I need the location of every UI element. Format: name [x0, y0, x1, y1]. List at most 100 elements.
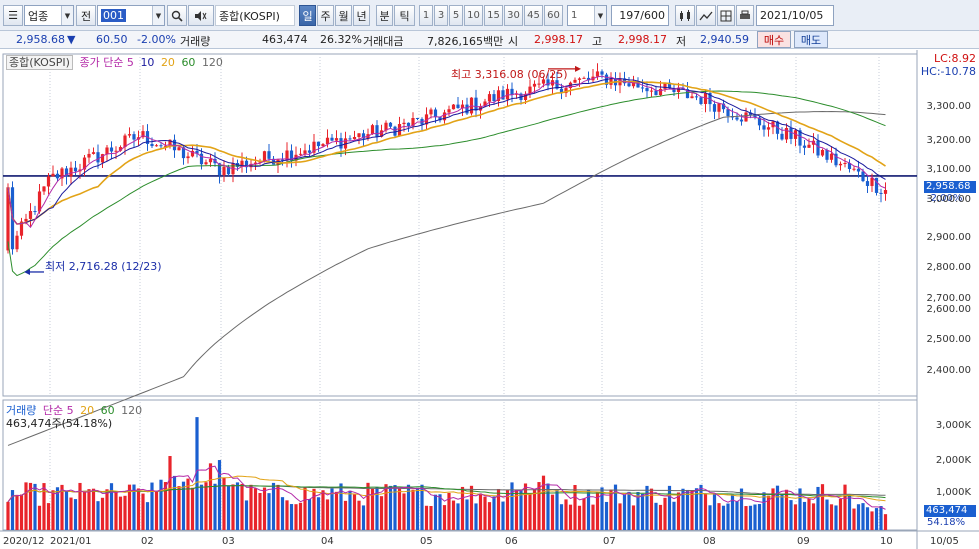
candle-body	[564, 88, 568, 94]
tab-year[interactable]: 년	[353, 5, 370, 26]
interval-45-button[interactable]: 45	[524, 5, 543, 26]
candle-body	[330, 137, 334, 141]
date-field[interactable]: 2021/10/05	[756, 5, 834, 26]
sell-button[interactable]: 매도	[794, 31, 828, 48]
volume-bar	[559, 504, 564, 530]
volume-bar	[879, 506, 883, 530]
chevron-down-icon: ▼	[152, 6, 164, 25]
candle-body	[384, 122, 388, 131]
x-tick: 09	[797, 536, 810, 547]
interval-1-button[interactable]: 1	[419, 5, 433, 26]
price-volume-chart[interactable]	[0, 50, 979, 549]
volume-bar	[370, 488, 375, 530]
y-tick: 3,000.00	[926, 194, 971, 205]
volume-bar	[487, 502, 492, 530]
volume-bar	[753, 504, 757, 530]
volume-bar	[343, 500, 348, 530]
volume-bar	[339, 483, 343, 530]
tab-minute[interactable]: 분	[376, 5, 393, 26]
candle-body	[123, 135, 127, 148]
volume-bar	[537, 482, 541, 530]
volume-bar	[235, 482, 240, 530]
candle-body	[60, 168, 64, 179]
candle-body	[879, 192, 883, 194]
volume-bar	[726, 503, 730, 530]
candle-body	[127, 134, 132, 136]
category-select[interactable]: 업종 ▼	[24, 5, 74, 26]
volume-bar	[501, 501, 505, 530]
candle-body	[514, 93, 519, 95]
candle-body	[739, 119, 744, 122]
low-marker-arrowhead	[24, 268, 30, 275]
speaker-icon[interactable]	[188, 5, 214, 26]
tab-day[interactable]: 일	[299, 5, 316, 26]
volume-bar	[771, 488, 775, 530]
legend-volume: 거래량	[6, 404, 37, 417]
candle-body	[195, 150, 199, 154]
volume-bar	[874, 508, 879, 530]
volume-bar	[177, 486, 181, 530]
volume-bar	[352, 494, 357, 530]
candle-body	[600, 71, 604, 75]
interval-10-button[interactable]: 10	[464, 5, 483, 26]
tab-tick[interactable]: 틱	[394, 5, 415, 26]
interval-select[interactable]: 1 ▼	[567, 5, 607, 26]
volume-bar	[793, 504, 798, 530]
x-tick: 2020/12	[3, 536, 45, 547]
candle-body	[240, 160, 244, 167]
volume-bar	[636, 491, 640, 530]
candle-type-icon[interactable]	[675, 5, 695, 26]
volume-bar	[402, 493, 406, 530]
candle-body	[667, 82, 672, 89]
volume-bar	[64, 490, 69, 530]
chart-area[interactable]: 종합(KOSPI) 종가 단순 5 10 20 60 120 LC:8.92 H…	[0, 50, 979, 549]
buy-button[interactable]: 매수	[757, 31, 791, 48]
candle-body	[96, 152, 100, 163]
candle-body	[177, 147, 181, 151]
volume-bar	[744, 506, 748, 530]
interval-60-button[interactable]: 60	[544, 5, 563, 26]
candle-body	[442, 112, 447, 121]
volume-bar	[604, 501, 609, 530]
volume-legend: 거래량 단순 5 20 60 120	[6, 402, 142, 418]
candle-body	[645, 88, 649, 92]
volume-bar	[739, 488, 744, 530]
legend-index-name: 종합(KOSPI)	[6, 55, 73, 70]
volume-bar	[37, 505, 42, 530]
volume-bar	[28, 482, 33, 530]
tab-month[interactable]: 월	[335, 5, 352, 26]
volume-bar	[672, 501, 676, 530]
volume-bar	[204, 482, 208, 530]
candle-body	[649, 90, 654, 92]
interval-15-button[interactable]: 15	[484, 5, 503, 26]
interval-5-button[interactable]: 5	[449, 5, 463, 26]
volume-bar	[595, 492, 600, 530]
volume-bar	[798, 488, 802, 530]
candle-body	[865, 181, 870, 186]
chevron-down-icon: ▼	[594, 6, 606, 25]
candle-body	[883, 189, 888, 194]
line-chart-icon[interactable]	[696, 5, 716, 26]
candle-body	[64, 168, 69, 177]
interval-30-button[interactable]: 30	[504, 5, 523, 26]
candle-body	[82, 157, 87, 170]
candle-body	[186, 156, 190, 159]
volume-bar	[649, 488, 654, 530]
tab-week[interactable]: 주	[317, 5, 334, 26]
interval-3-button[interactable]: 3	[434, 5, 448, 26]
candle-body	[415, 118, 420, 120]
candle-body	[105, 147, 109, 155]
settings-icon[interactable]	[717, 5, 735, 26]
candle-body	[159, 145, 163, 147]
prev-button[interactable]: 전	[76, 5, 96, 26]
search-icon[interactable]	[167, 5, 187, 26]
menu-icon[interactable]: ☰	[3, 5, 23, 26]
count-field[interactable]: 197/600	[611, 5, 669, 26]
print-icon[interactable]	[736, 5, 754, 26]
volume-bar	[510, 482, 514, 530]
volume-bar	[609, 489, 613, 530]
code-input[interactable]: 001 ▼	[97, 5, 165, 26]
volume-bar	[55, 487, 60, 530]
volume-bar	[483, 496, 487, 530]
candle-body	[199, 153, 204, 165]
